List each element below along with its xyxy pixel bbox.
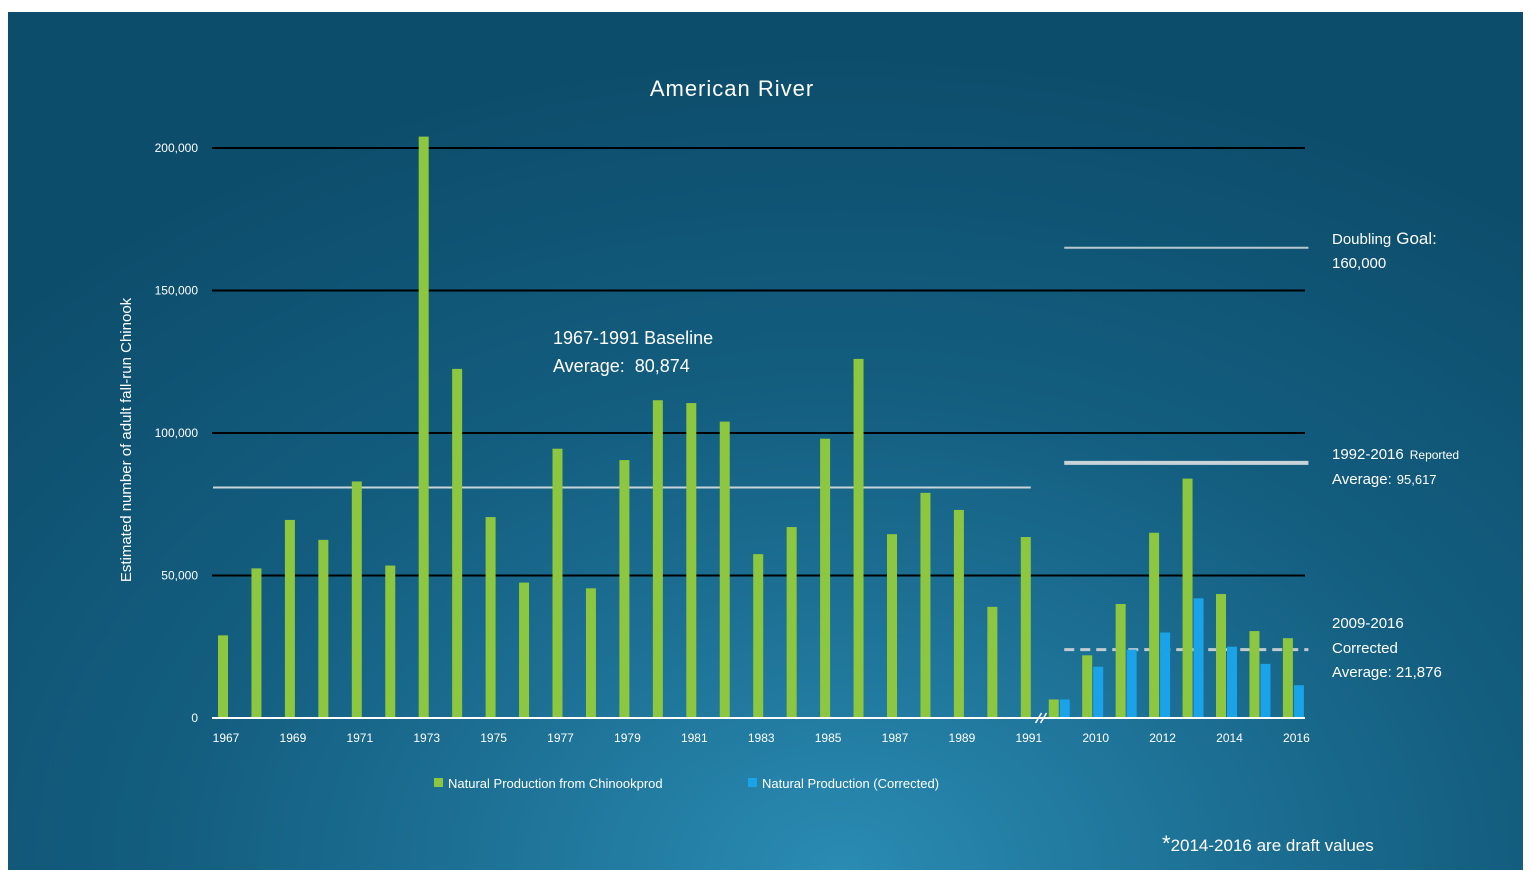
bar-natural-1978 xyxy=(585,588,596,718)
bar-natural-1981 xyxy=(686,403,697,718)
bar-natural-1989 xyxy=(953,509,964,718)
bar-natural-1990 xyxy=(987,606,998,718)
footnote-text: 2014-2016 are draft values xyxy=(1171,836,1374,855)
bar-natural-1972 xyxy=(385,565,396,718)
x-tick-label: 1991 xyxy=(1015,731,1042,745)
reported-average-line1: 1992-2016 Reported xyxy=(1332,446,1459,463)
x-tick-label: 1977 xyxy=(547,731,574,745)
corrected-annotation-line2: Corrected xyxy=(1332,640,1398,657)
doubling-goal-word1: Doubling xyxy=(1332,231,1391,248)
bar-natural-1977 xyxy=(552,448,563,718)
x-tick-label: 1975 xyxy=(480,731,507,745)
bar-natural-1988 xyxy=(920,492,931,718)
footnote: *2014-2016 are draft values xyxy=(1162,831,1374,856)
bar-corrected-2010 xyxy=(1093,666,1104,718)
x-tick-label: 1981 xyxy=(681,731,708,745)
bar-corrected-2016 xyxy=(1293,685,1304,718)
x-tick-label: 1969 xyxy=(280,731,307,745)
x-tick-label: 1967 xyxy=(213,731,240,745)
x-tick-label: 2012 xyxy=(1149,731,1176,745)
bar-natural-1986 xyxy=(853,358,864,718)
chart-title: American River xyxy=(650,76,814,101)
bar-natural-1976 xyxy=(519,582,530,718)
bar-natural-1987 xyxy=(887,534,897,718)
bar-natural-2012 xyxy=(1149,532,1160,718)
x-tick-label: 2016 xyxy=(1283,731,1310,745)
bar-natural-1975 xyxy=(485,517,496,718)
bar-natural-1973 xyxy=(418,136,429,719)
x-tick-label: 1979 xyxy=(614,731,641,745)
corrected-annotation-line3: Average: 21,876 xyxy=(1332,664,1442,681)
chart-slide xyxy=(8,12,1523,870)
bar-natural-1985 xyxy=(820,438,831,718)
baseline-average-value: 80,874 xyxy=(635,356,690,376)
bar-natural-1982 xyxy=(719,421,730,718)
bar-natural-2016 xyxy=(1282,638,1293,718)
bar-corrected-2009 xyxy=(1059,699,1070,718)
doubling-goal-value: 160,000 xyxy=(1332,255,1386,272)
corrected-annotation-line1: 2009-2016 xyxy=(1332,615,1404,632)
bar-natural-2015 xyxy=(1249,631,1260,718)
x-tick-label: 2014 xyxy=(1216,731,1243,745)
legend-label-corrected: Natural Production (Corrected) xyxy=(762,776,939,791)
reported-average-value: 95,617 xyxy=(1397,472,1437,487)
y-tick-label: 200,000 xyxy=(155,141,199,155)
bar-natural-1970 xyxy=(318,539,329,718)
bar-natural-1983 xyxy=(753,554,764,718)
legend: Natural Production from Chinookprod Natu… xyxy=(434,776,939,791)
reported-range: 1992-2016 xyxy=(1332,446,1404,463)
baseline-annotation-line2: Average: 80,874 xyxy=(553,356,690,376)
x-tick-label: 1987 xyxy=(882,731,909,745)
y-tick-label: 50,000 xyxy=(161,569,198,583)
bar-natural-2010 xyxy=(1082,655,1093,718)
legend-swatch-natural xyxy=(434,778,443,787)
bar-natural-1967 xyxy=(218,635,228,718)
baseline-annotation-line1: 1967-1991 Baseline xyxy=(553,328,713,348)
x-tick-label: 1985 xyxy=(815,731,842,745)
y-tick-label: 100,000 xyxy=(155,426,199,440)
reported-word: Reported xyxy=(1410,448,1459,462)
y-tick-label: 0 xyxy=(191,711,198,725)
bar-natural-2013 xyxy=(1182,478,1193,718)
axis-break-mark xyxy=(1039,712,1048,724)
bar-natural-1974 xyxy=(452,368,463,718)
bar-natural-1980 xyxy=(652,400,663,718)
legend-label-natural: Natural Production from Chinookprod xyxy=(448,776,663,791)
bar-natural-1984 xyxy=(786,527,797,718)
footnote-star: * xyxy=(1162,831,1171,856)
bar-corrected-2014 xyxy=(1227,646,1237,718)
axis-break-mark xyxy=(1034,712,1043,724)
doubling-goal-word2: Goal: xyxy=(1396,229,1437,248)
bar-natural-1991 xyxy=(1020,537,1031,718)
x-tick-label: 1973 xyxy=(413,731,440,745)
bar-corrected-2013 xyxy=(1193,598,1204,718)
legend-swatch-corrected xyxy=(748,778,757,787)
baseline-average-label: Average: xyxy=(553,356,625,376)
x-tick-label: 1983 xyxy=(748,731,775,745)
bar-corrected-2011 xyxy=(1126,649,1137,718)
y-axis-label: Estimated number of adult fall-run Chino… xyxy=(118,297,135,582)
bar-natural-1969 xyxy=(284,519,295,718)
reported-average-line2: Average: 95,617 xyxy=(1332,471,1437,488)
y-tick-label: 150,000 xyxy=(155,284,199,298)
bar-natural-1971 xyxy=(351,481,362,718)
doubling-goal-line1: Doubling Goal: xyxy=(1332,229,1437,248)
x-tick-label: 1989 xyxy=(949,731,976,745)
x-tick-label: 2010 xyxy=(1082,731,1109,745)
bar-corrected-2015 xyxy=(1260,663,1271,718)
reported-average-label: Average: xyxy=(1332,471,1392,488)
x-tick-label: 1971 xyxy=(346,731,373,745)
bar-natural-1979 xyxy=(619,460,630,718)
bar-corrected-2012 xyxy=(1160,632,1171,718)
bar-natural-1968 xyxy=(251,568,262,718)
bar-natural-2011 xyxy=(1115,604,1126,718)
bar-natural-2009 xyxy=(1048,699,1059,718)
bar-natural-2014 xyxy=(1216,594,1226,718)
